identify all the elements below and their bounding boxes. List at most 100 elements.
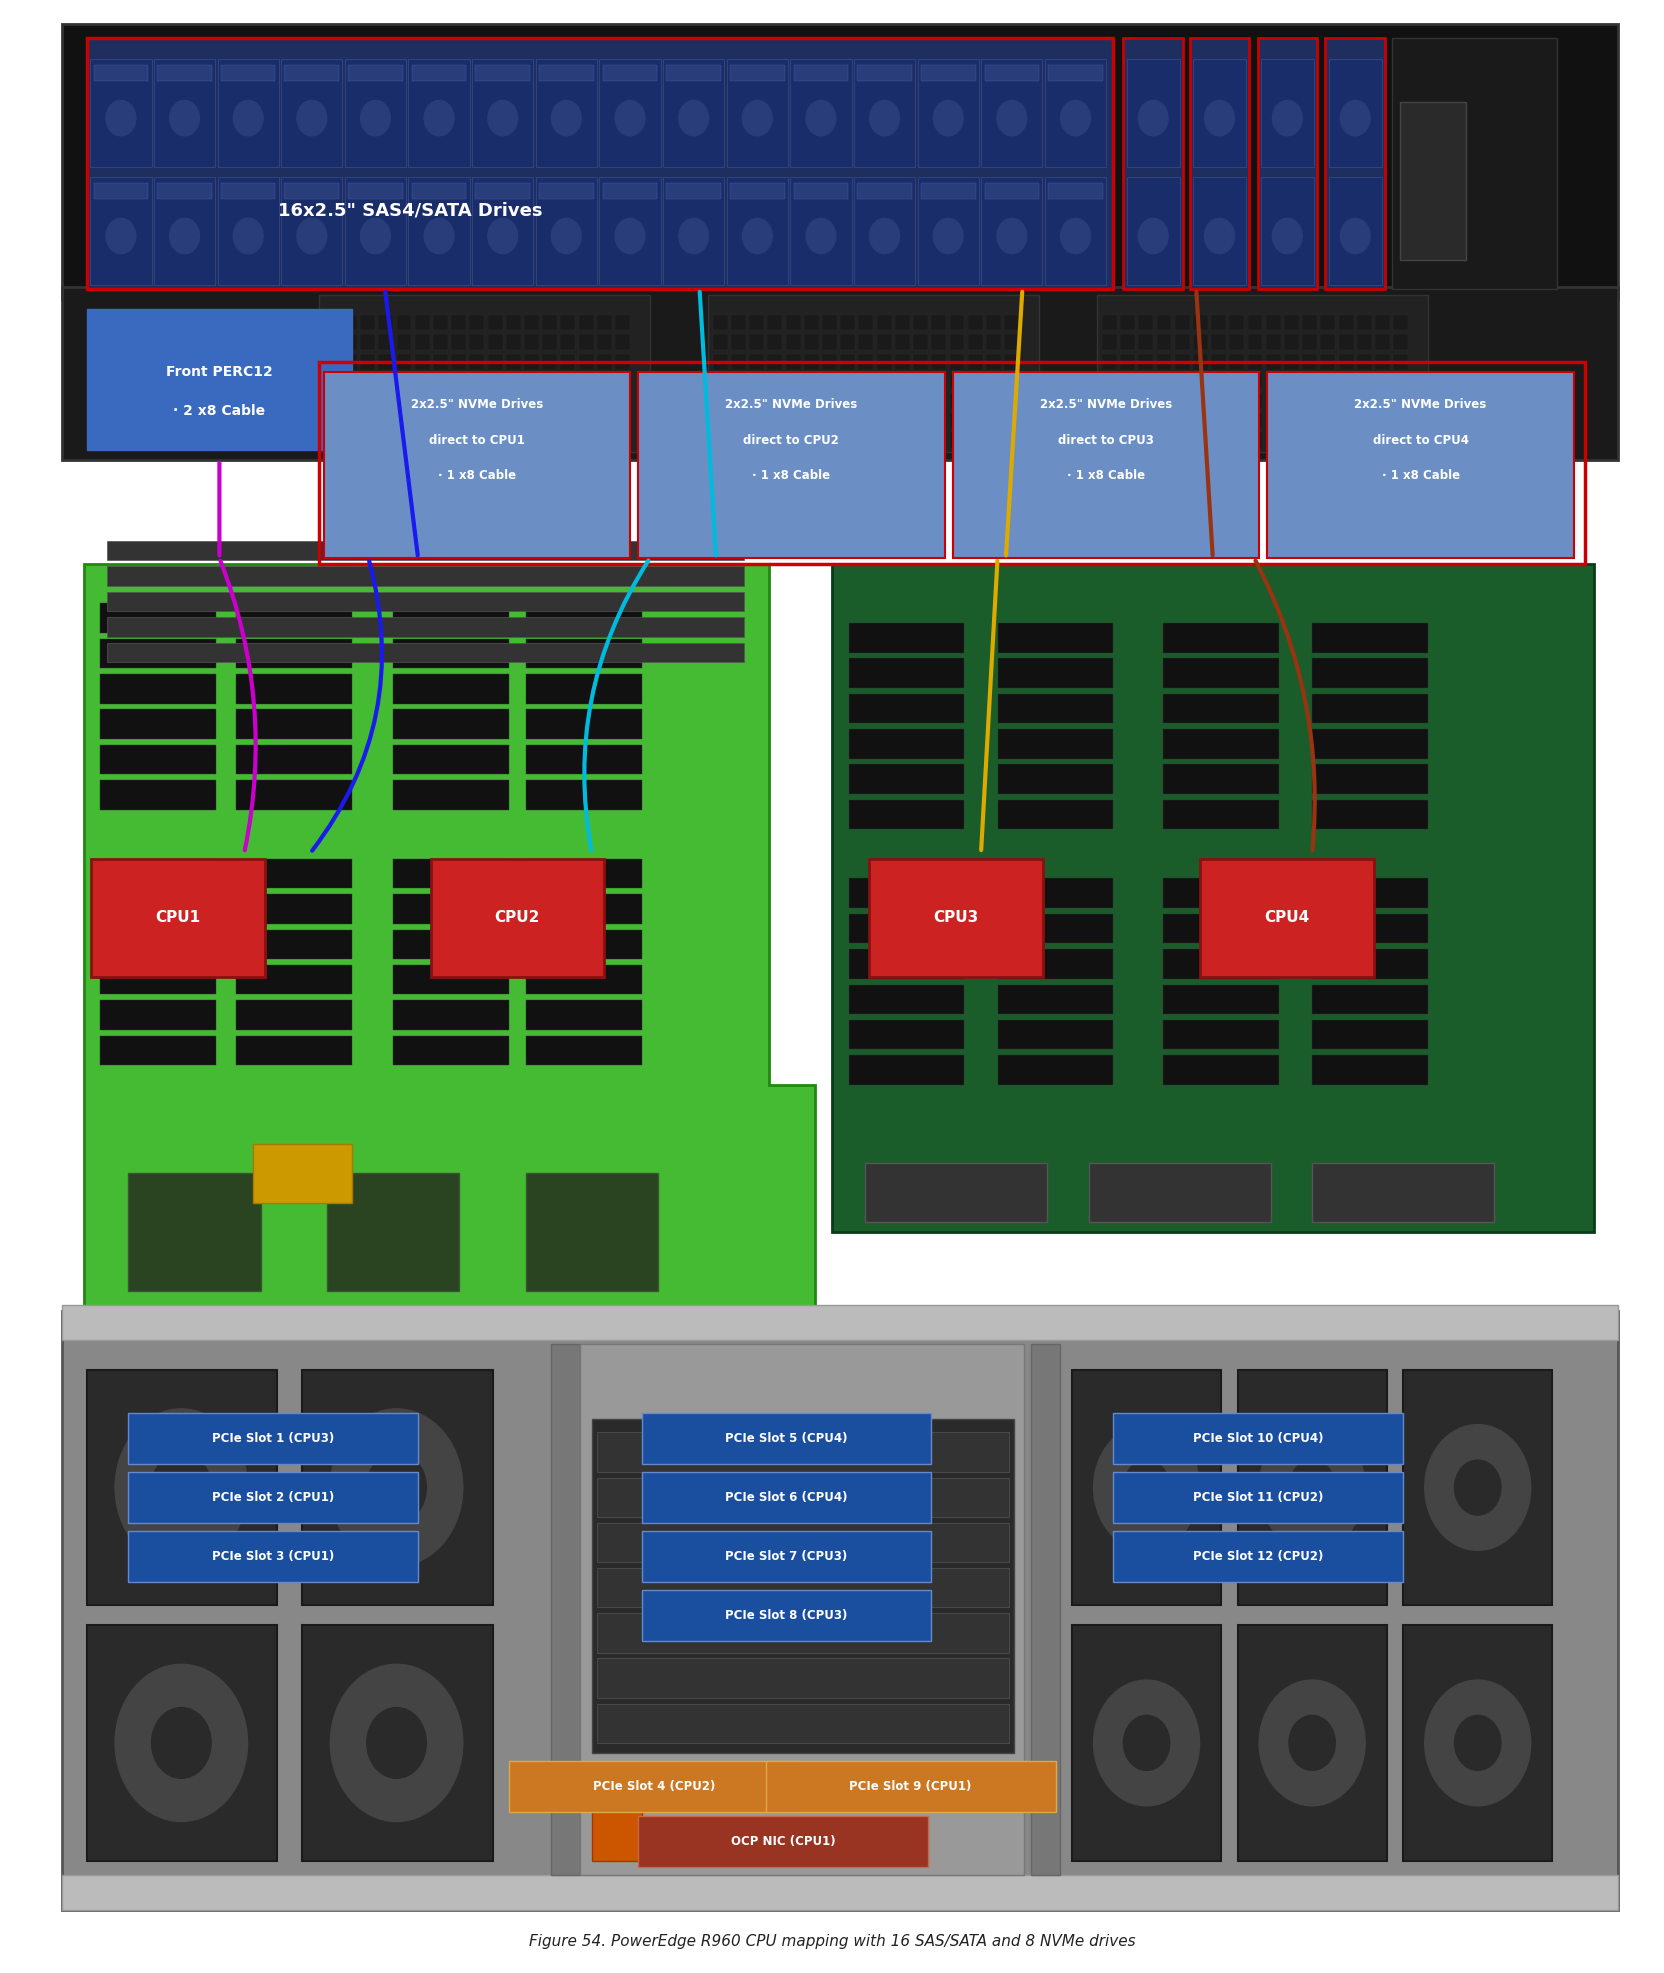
Bar (1230, 393, 1245, 408)
Bar (997, 730, 1113, 758)
Bar (414, 314, 429, 329)
Bar (987, 432, 1000, 448)
Bar (1261, 178, 1315, 286)
Bar (451, 373, 466, 389)
Bar (950, 353, 965, 369)
Bar (749, 432, 764, 448)
Bar (642, 1590, 932, 1642)
Circle shape (1205, 101, 1235, 136)
Bar (616, 373, 631, 389)
Bar (599, 178, 661, 286)
Bar (561, 393, 576, 408)
Bar (236, 779, 351, 809)
Bar (602, 183, 657, 199)
Bar (1156, 353, 1171, 369)
Bar (1102, 393, 1117, 408)
Bar (393, 929, 509, 959)
Bar (526, 779, 642, 809)
Bar (1321, 373, 1335, 389)
Bar (551, 1344, 581, 1874)
Bar (730, 65, 785, 81)
Bar (616, 353, 631, 369)
Bar (524, 373, 539, 389)
Circle shape (742, 101, 772, 136)
Bar (749, 393, 764, 408)
Bar (985, 183, 1038, 199)
Bar (524, 432, 539, 448)
Bar (1356, 432, 1371, 448)
Bar (1003, 432, 1018, 448)
Bar (341, 432, 356, 448)
Bar (1374, 393, 1389, 408)
Text: PCIe Slot 11 (CPU2): PCIe Slot 11 (CPU2) (1193, 1492, 1323, 1503)
Bar (1374, 333, 1389, 349)
Bar (324, 393, 338, 408)
Circle shape (1205, 219, 1235, 255)
Bar (822, 314, 837, 329)
Bar (236, 746, 351, 773)
Bar (1338, 314, 1353, 329)
Bar (616, 333, 631, 349)
Bar (526, 894, 642, 923)
Bar (1120, 412, 1135, 428)
Bar (469, 412, 484, 428)
Bar (840, 333, 855, 349)
Bar (1211, 333, 1226, 349)
Bar (950, 393, 965, 408)
Bar (597, 1432, 1008, 1472)
Bar (932, 314, 947, 329)
Bar (236, 639, 351, 669)
Text: PCIe Slot 2 (CPU1): PCIe Slot 2 (CPU1) (211, 1492, 334, 1503)
Bar (1211, 314, 1226, 329)
Text: · 1 x8 Cable: · 1 x8 Cable (438, 470, 516, 481)
Circle shape (1340, 219, 1369, 255)
Bar (359, 314, 374, 329)
Text: direct to CPU3: direct to CPU3 (1058, 434, 1153, 446)
Bar (1248, 314, 1263, 329)
Bar (1403, 1626, 1553, 1861)
Bar (602, 65, 657, 81)
Bar (914, 314, 929, 329)
Bar (997, 799, 1113, 829)
Bar (414, 373, 429, 389)
Bar (506, 353, 521, 369)
Bar (804, 314, 819, 329)
Bar (87, 308, 351, 450)
Bar (1175, 412, 1190, 428)
Bar (997, 623, 1113, 653)
Circle shape (1060, 219, 1090, 255)
Bar (473, 178, 534, 286)
Bar (1393, 333, 1408, 349)
Bar (895, 353, 910, 369)
Bar (100, 675, 216, 704)
Bar (877, 393, 892, 408)
Bar (393, 710, 509, 740)
Circle shape (870, 219, 900, 255)
Bar (1338, 432, 1353, 448)
Bar (997, 949, 1113, 979)
Circle shape (424, 219, 454, 255)
Bar (488, 353, 503, 369)
Bar (1163, 694, 1280, 724)
Bar (997, 694, 1113, 724)
Bar (378, 314, 393, 329)
Bar (840, 393, 855, 408)
Bar (1303, 412, 1318, 428)
Bar (597, 333, 612, 349)
Bar (579, 333, 594, 349)
Bar (597, 393, 612, 408)
Bar (433, 333, 448, 349)
Bar (869, 858, 1043, 977)
Bar (1393, 393, 1408, 408)
Bar (597, 314, 612, 329)
Bar (488, 333, 503, 349)
Bar (849, 1020, 965, 1050)
Bar (1003, 353, 1018, 369)
Bar (1321, 393, 1335, 408)
Circle shape (805, 101, 835, 136)
Bar (561, 412, 576, 428)
Bar (987, 393, 1000, 408)
Bar (359, 412, 374, 428)
Bar (1193, 432, 1208, 448)
Bar (1313, 659, 1428, 689)
